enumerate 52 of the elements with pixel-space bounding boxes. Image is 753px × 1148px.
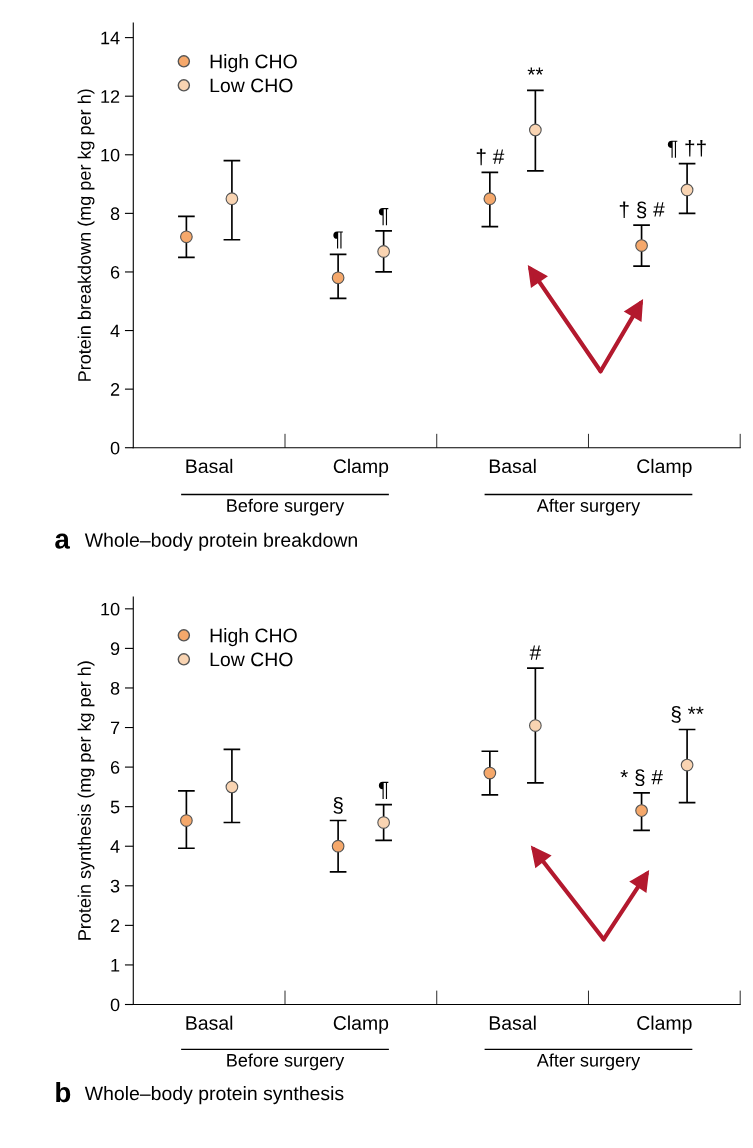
data-label: # <box>529 645 542 660</box>
x-tick-label: Clamp <box>333 1015 389 1034</box>
y-tick-label: 8 <box>110 207 120 221</box>
data-label: † # <box>476 148 505 166</box>
x-tick-label: Basal <box>186 458 233 474</box>
data-label: ¶ <box>378 781 389 799</box>
x-tick-label: Clamp <box>637 1015 692 1034</box>
legend-label: Low CHO <box>210 78 293 93</box>
text: After surgery <box>536 1053 641 1071</box>
y-tick-label: 10 <box>101 602 120 616</box>
text: After surgery <box>536 498 641 516</box>
y-tick-label: 6 <box>110 761 120 774</box>
text: a <box>55 533 71 549</box>
y-tick-label: 0 <box>110 441 120 455</box>
x-tick-label: Clamp <box>333 458 389 477</box>
data-label: ¶ †† <box>667 139 706 158</box>
data-label: * § # <box>620 769 663 787</box>
y-tick-label: 4 <box>110 324 120 338</box>
text: b <box>56 1081 71 1103</box>
legend-label: Low CHO <box>210 652 293 667</box>
y-tick-label: 14 <box>101 31 120 45</box>
data-label: ¶ <box>378 208 389 226</box>
x-tick-label: Basal <box>489 458 536 474</box>
data-label: ** <box>527 67 544 75</box>
data-label: § <box>333 796 343 814</box>
data-label: § ** <box>671 705 704 723</box>
legend-label: High CHO <box>210 628 297 647</box>
y-tick-label: 5 <box>110 800 120 814</box>
text: Whole–body protein synthesis <box>84 1086 344 1105</box>
y-tick-label: 8 <box>110 681 120 695</box>
y-tick-label: 6 <box>110 265 120 279</box>
text: Before surgery <box>227 498 345 516</box>
y-axis-title: Protein breakdown (mg per kg per h) <box>77 89 95 381</box>
y-tick-label: 4 <box>110 840 120 853</box>
x-tick-label: Basal <box>186 1015 233 1030</box>
y-tick-label: 12 <box>101 90 120 103</box>
x-tick-label: Basal <box>489 1015 536 1030</box>
y-tick-label: 0 <box>110 998 120 1012</box>
y-axis-title: Protein synthesis (mg per kg per h) <box>77 661 95 940</box>
text: Before surgery <box>227 1053 345 1071</box>
y-tick-label: 3 <box>110 879 120 893</box>
legend-label: High CHO <box>210 54 297 73</box>
text: Whole–body protein breakdown <box>84 532 357 551</box>
y-tick-label: 2 <box>110 383 120 396</box>
y-tick-label: 2 <box>110 919 120 932</box>
y-tick-label: 7 <box>110 721 120 735</box>
data-label: ¶ <box>333 231 343 249</box>
y-tick-label: 10 <box>101 148 120 162</box>
data-label: † § # <box>619 201 665 219</box>
x-tick-label: Clamp <box>637 458 692 477</box>
y-tick-label: 1 <box>111 959 120 972</box>
y-tick-label: 9 <box>110 642 120 656</box>
